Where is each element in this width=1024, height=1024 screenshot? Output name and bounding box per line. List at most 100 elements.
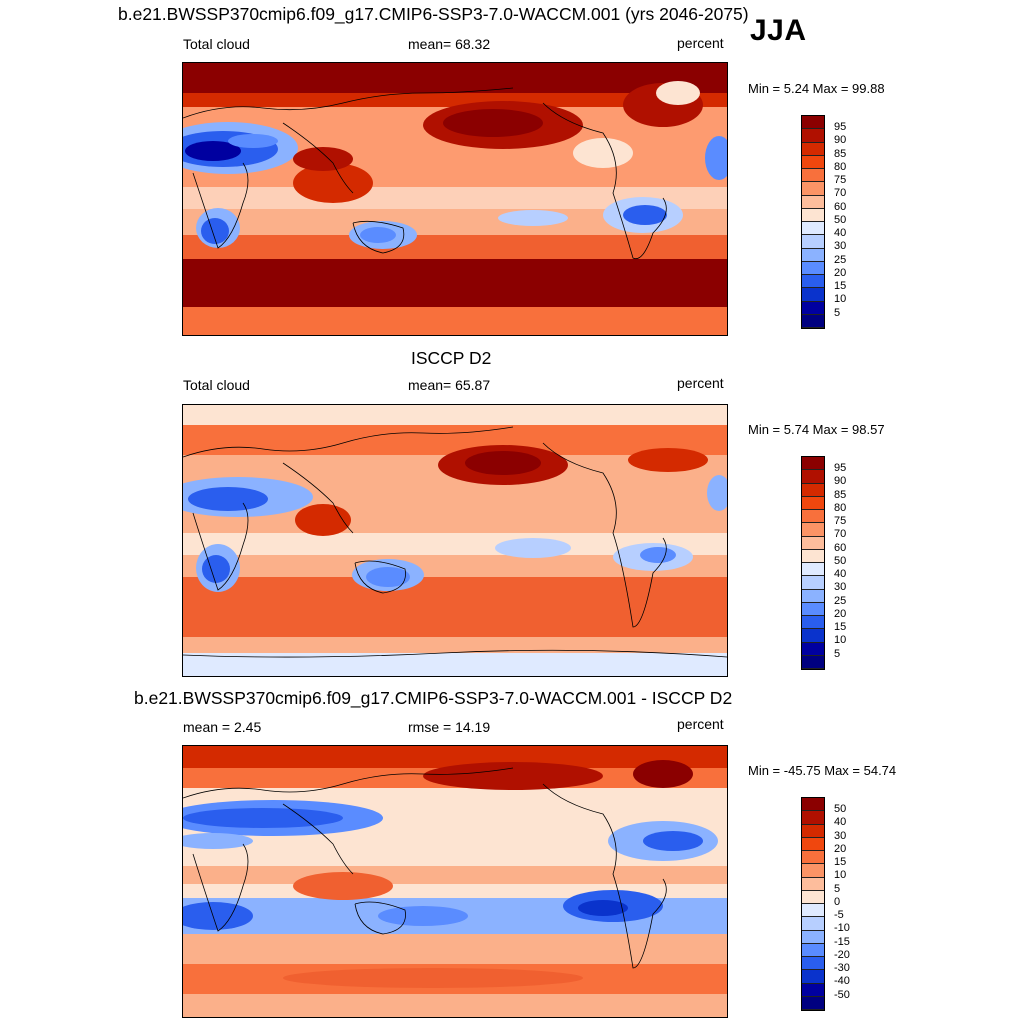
colorbar-swatch bbox=[802, 301, 824, 315]
colorbar-swatch bbox=[802, 957, 824, 971]
colorbar-swatch bbox=[802, 142, 824, 156]
colorbar-tick-label: 25 bbox=[834, 253, 847, 266]
colorbar-swatch bbox=[802, 195, 824, 209]
colorbar-swatch bbox=[802, 129, 824, 143]
colorbar-tick-label: -15 bbox=[834, 935, 850, 948]
colorbar-swatch bbox=[802, 811, 824, 825]
colorbar-swatch bbox=[802, 235, 824, 249]
colorbar-tick-label: -30 bbox=[834, 962, 850, 974]
colorbar-swatch bbox=[802, 261, 824, 275]
panel-2-colorbar bbox=[801, 456, 825, 670]
colorbar-swatch bbox=[802, 616, 824, 630]
colorbar-swatch bbox=[802, 314, 824, 328]
colorbar-swatch bbox=[802, 523, 824, 537]
colorbar-swatch bbox=[802, 917, 824, 931]
colorbar-tick-label: 70 bbox=[834, 528, 847, 541]
colorbar-swatch bbox=[802, 563, 824, 577]
colorbar-tick-label: 15 bbox=[834, 621, 847, 633]
panel-1-units-label: percent bbox=[677, 35, 724, 51]
colorbar-swatch bbox=[802, 549, 824, 563]
panel-3-minmax: Min = -45.75 Max = 54.74 bbox=[748, 763, 897, 778]
colorbar-tick-label: 50 bbox=[834, 554, 847, 567]
colorbar-tick-label: 60 bbox=[834, 200, 847, 213]
colorbar-tick-label: -50 bbox=[834, 988, 850, 1001]
colorbar-swatch bbox=[802, 208, 824, 222]
season-label: JJA bbox=[750, 14, 807, 47]
colorbar-swatch bbox=[802, 943, 824, 957]
colorbar-tick-label: 20 bbox=[834, 842, 847, 855]
panel-1-mean-label: mean= 68.32 bbox=[408, 36, 491, 52]
colorbar-tick-label: 5 bbox=[834, 306, 841, 319]
colorbar-swatch bbox=[802, 483, 824, 497]
colorbar-tick-label: 75 bbox=[834, 515, 847, 527]
colorbar-tick-label: -5 bbox=[834, 909, 844, 921]
colorbar-swatch bbox=[802, 182, 824, 196]
panel-3-rmse-label: rmse = 14.19 bbox=[408, 719, 491, 735]
colorbar-swatch bbox=[802, 629, 824, 643]
colorbar-tick-label: 5 bbox=[834, 882, 841, 895]
colorbar-tick-label: 30 bbox=[834, 829, 847, 842]
colorbar-tick-label: 20 bbox=[834, 607, 847, 620]
colorbar-tick-label: 95 bbox=[834, 121, 847, 133]
colorbar-swatch bbox=[802, 864, 824, 878]
colorbar-swatch bbox=[802, 996, 824, 1010]
panel-3-map bbox=[182, 745, 728, 1018]
colorbar-swatch bbox=[802, 602, 824, 616]
panel-1-title: b.e21.BWSSP370cmip6.f09_g17.CMIP6-SSP3-7… bbox=[118, 4, 749, 24]
colorbar-swatch bbox=[802, 470, 824, 484]
colorbar-tick-label: 90 bbox=[834, 134, 847, 147]
colorbar-tick-label: 50 bbox=[834, 803, 847, 815]
panel-3-mean-label: mean = 2.45 bbox=[183, 719, 262, 735]
colorbar-tick-label: 75 bbox=[834, 174, 847, 186]
colorbar-swatch bbox=[802, 169, 824, 183]
colorbar-swatch bbox=[802, 824, 824, 838]
colorbar-swatch bbox=[802, 837, 824, 851]
colorbar-tick-label: 10 bbox=[834, 869, 847, 882]
colorbar-tick-label: 90 bbox=[834, 475, 847, 488]
colorbar-tick-label: 0 bbox=[834, 895, 841, 908]
colorbar-swatch bbox=[802, 496, 824, 510]
panel-2-variable-label: Total cloud bbox=[183, 377, 250, 393]
panel-3-units-label: percent bbox=[677, 716, 724, 732]
colorbar-tick-label: 40 bbox=[834, 816, 847, 829]
colorbar-tick-label: -40 bbox=[834, 975, 850, 988]
colorbar-tick-label: -20 bbox=[834, 948, 850, 961]
panel-2-map bbox=[182, 404, 728, 677]
panel-2-mean-label: mean= 65.87 bbox=[408, 377, 491, 393]
colorbar-swatch bbox=[802, 904, 824, 918]
colorbar-tick-label: 15 bbox=[834, 280, 847, 292]
colorbar-tick-label: 80 bbox=[834, 501, 847, 514]
colorbar-tick-label: 15 bbox=[834, 856, 847, 868]
colorbar-tick-label: 70 bbox=[834, 187, 847, 200]
colorbar-tick-label: -10 bbox=[834, 922, 850, 935]
panel-1-minmax: Min = 5.24 Max = 99.88 bbox=[748, 81, 885, 96]
colorbar-swatch bbox=[802, 457, 824, 471]
colorbar-tick-label: 40 bbox=[834, 227, 847, 239]
panel-3-colorbar bbox=[801, 797, 825, 1011]
colorbar-tick-label: 30 bbox=[834, 240, 847, 253]
colorbar-tick-label: 85 bbox=[834, 147, 847, 160]
panel-1-variable-label: Total cloud bbox=[183, 36, 250, 52]
colorbar-swatch bbox=[802, 155, 824, 169]
colorbar-swatch bbox=[802, 222, 824, 236]
colorbar-swatch bbox=[802, 655, 824, 669]
colorbar-swatch bbox=[802, 288, 824, 302]
colorbar-tick-label: 10 bbox=[834, 634, 847, 647]
colorbar-swatch bbox=[802, 116, 824, 130]
colorbar-swatch bbox=[802, 970, 824, 984]
colorbar-swatch bbox=[802, 642, 824, 656]
panel-2-units-label: percent bbox=[677, 375, 724, 391]
colorbar-tick-label: 20 bbox=[834, 266, 847, 279]
colorbar-swatch bbox=[802, 851, 824, 865]
colorbar-swatch bbox=[802, 983, 824, 997]
colorbar-swatch bbox=[802, 877, 824, 891]
panel-2-title: ISCCP D2 bbox=[411, 348, 492, 368]
colorbar-swatch bbox=[802, 510, 824, 524]
colorbar-swatch bbox=[802, 589, 824, 603]
colorbar-tick-label: 30 bbox=[834, 581, 847, 594]
colorbar-swatch bbox=[802, 930, 824, 944]
colorbar-tick-label: 80 bbox=[834, 160, 847, 173]
colorbar-tick-label: 5 bbox=[834, 647, 841, 660]
colorbar-swatch bbox=[802, 890, 824, 904]
colorbar-swatch bbox=[802, 536, 824, 550]
